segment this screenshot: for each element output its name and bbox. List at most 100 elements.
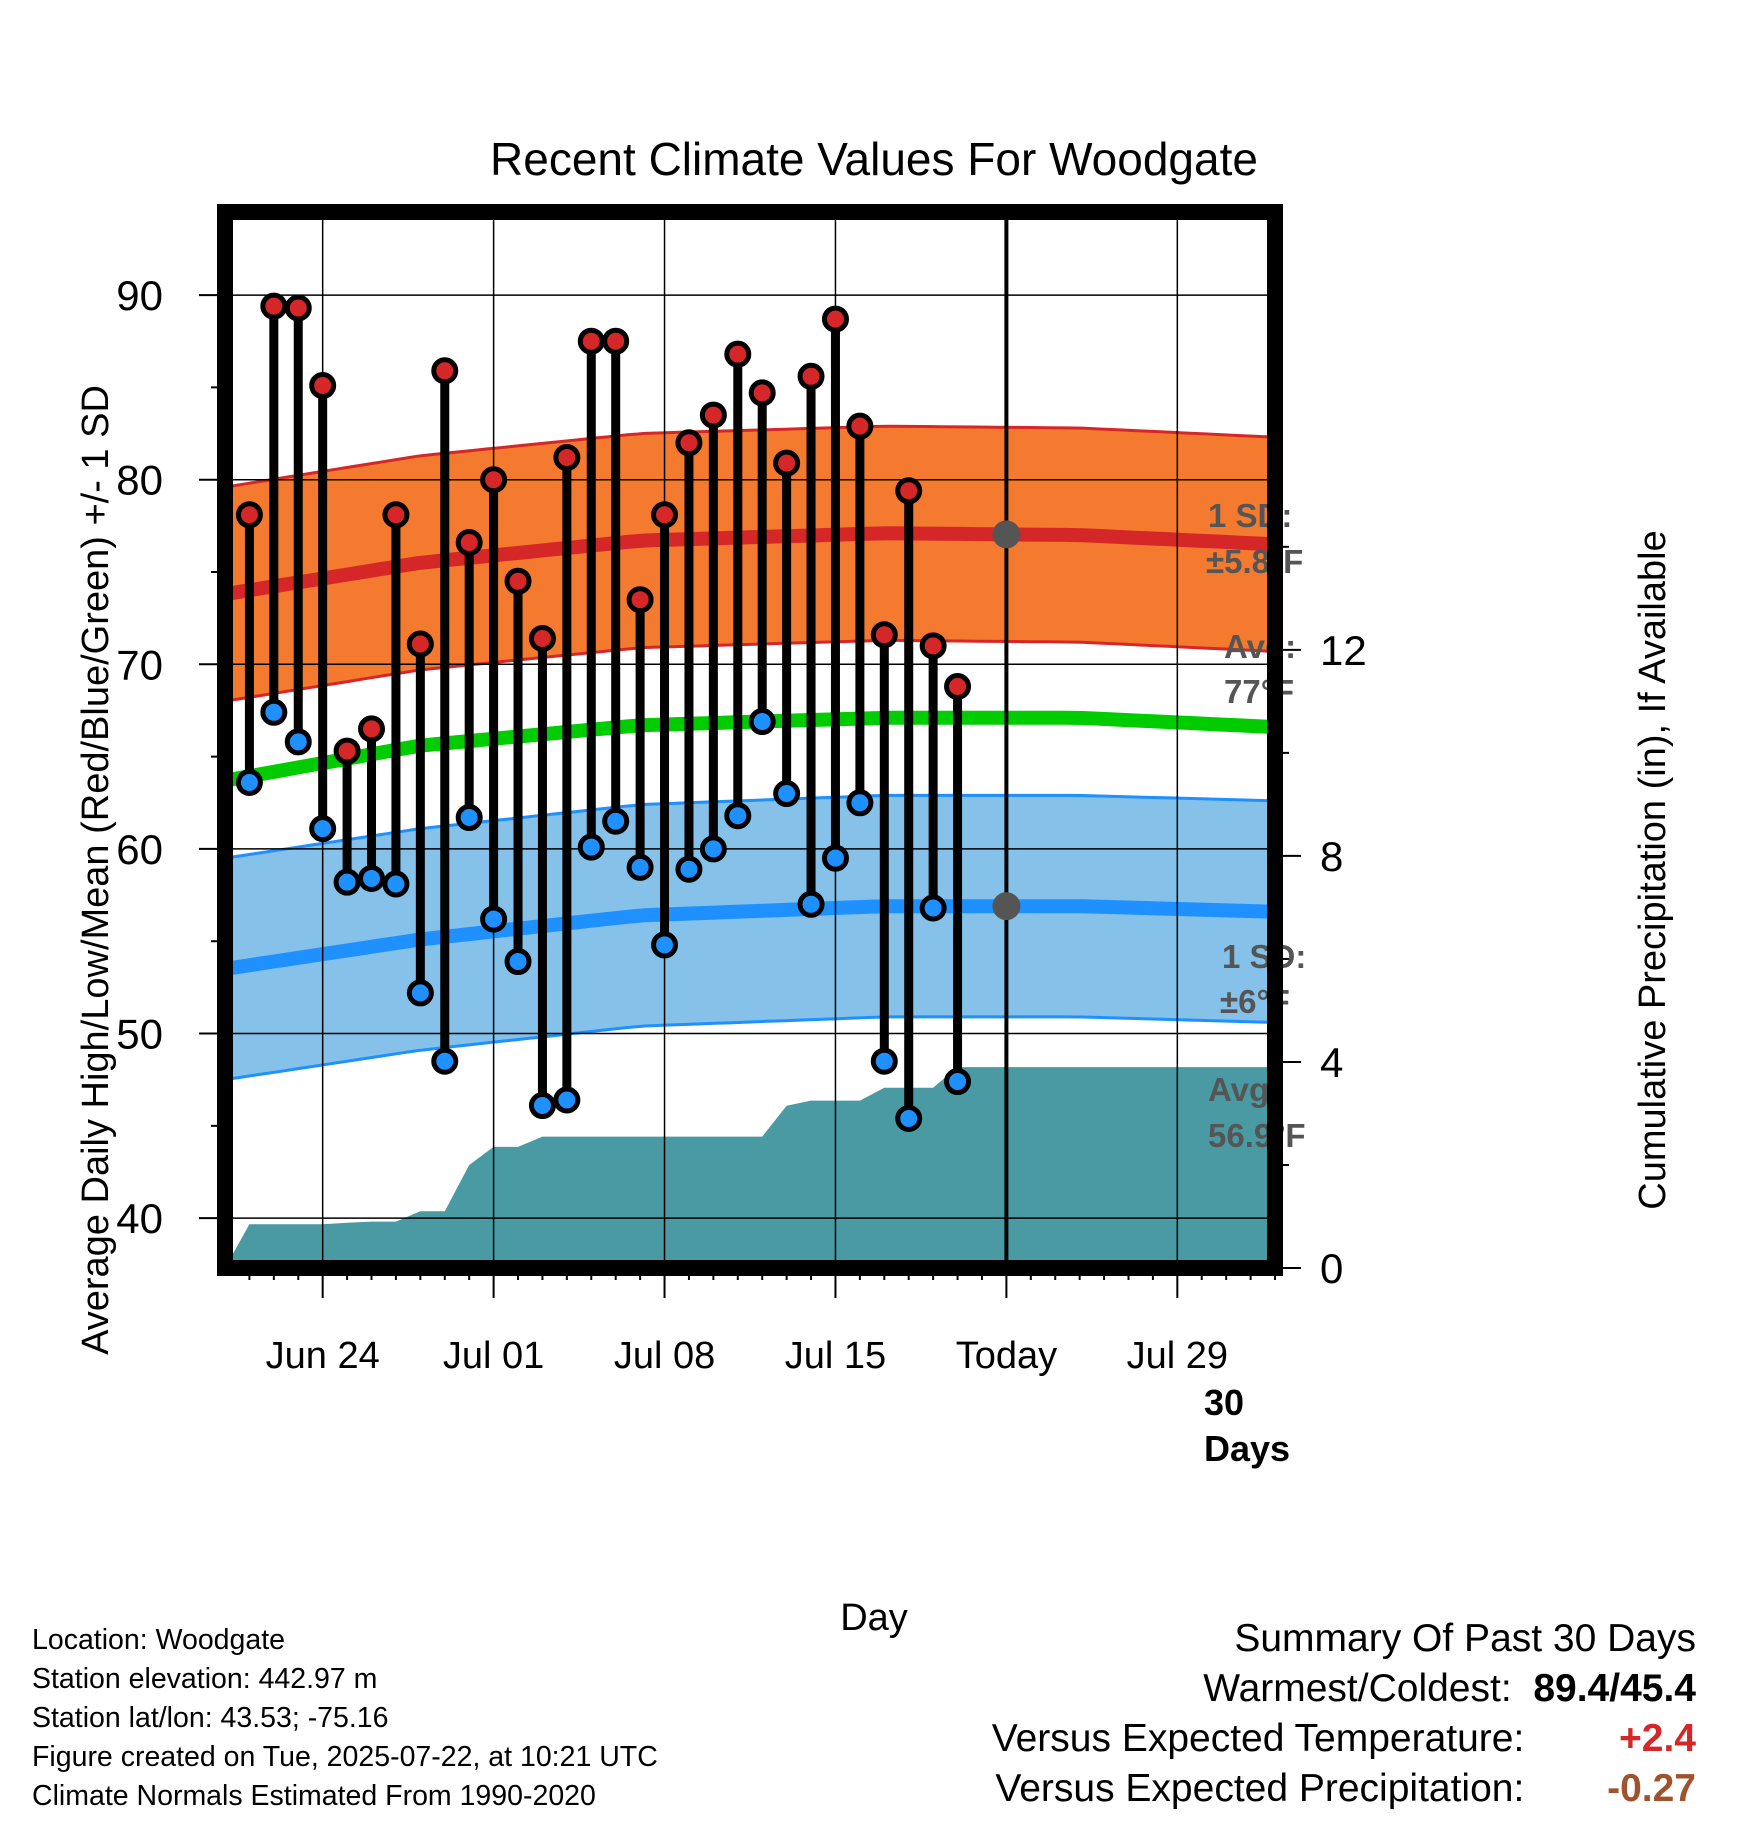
location-text: Location: Woodgate	[32, 1624, 285, 1656]
summary-panel: Summary Of Past 30 Days Warmest/Coldest:…	[992, 1614, 1696, 1814]
high-temp-point	[528, 624, 556, 652]
low-temp-point	[309, 815, 337, 843]
low-temp-point	[699, 835, 727, 863]
low-temp-point	[846, 789, 874, 817]
low-temp-point	[602, 807, 630, 835]
high-temp-point	[504, 567, 532, 595]
low-normal-band-lower-edge	[225, 1015, 1275, 1082]
latlon-text: Station lat/lon: 43.53; -75.16	[32, 1702, 389, 1734]
high-temp-point	[748, 379, 776, 407]
low-temp-point	[284, 728, 312, 756]
period-days-number: 30	[1204, 1382, 1244, 1423]
high-sd-value: ±5.8°F	[1206, 543, 1303, 580]
y-tick-label: 50	[116, 1011, 163, 1058]
high-temp-point	[480, 466, 508, 494]
high-temp-point	[382, 501, 410, 529]
high-temp-point	[333, 737, 361, 765]
high-temp-point	[919, 632, 947, 660]
low-temp-point	[235, 768, 263, 796]
high-temp-point	[602, 327, 630, 355]
low-temp-point	[748, 708, 776, 736]
x-tick-label: Jul 01	[443, 1335, 544, 1377]
y2-axis-label: Cumulative Precipitation (in), If Availa…	[1632, 530, 1674, 1209]
low-temp-point	[455, 804, 483, 832]
elevation-text: Station elevation: 442.97 m	[32, 1663, 378, 1695]
low-temp-point	[895, 1104, 923, 1132]
y-tick-label: 60	[116, 826, 163, 873]
temp-departure-value: +2.4	[1619, 1717, 1696, 1760]
station-info: Location: Woodgate Station elevation: 44…	[32, 1621, 658, 1816]
low-temp-point	[260, 698, 288, 726]
y2-tick-label: 8	[1320, 833, 1343, 880]
x-tick-label: Jul 15	[785, 1335, 886, 1377]
temp-departure-row: Versus Expected Temperature: +2.4	[992, 1714, 1696, 1764]
y2-tick-label: 12	[1320, 627, 1367, 674]
summary-title: Summary Of Past 30 Days	[1234, 1617, 1696, 1660]
y-tick-label: 90	[116, 272, 163, 319]
y2-tick-label: 0	[1320, 1245, 1343, 1292]
low-temp-point	[333, 868, 361, 896]
high-temp-point	[821, 305, 849, 333]
high-temp-point	[553, 444, 581, 472]
normals-text: Climate Normals Estimated From 1990-2020	[32, 1780, 596, 1812]
low-temp-point	[944, 1068, 972, 1096]
low-temp-point	[504, 948, 532, 976]
high-temp-point	[455, 528, 483, 556]
precip-departure-row: Versus Expected Precipitation: -0.27	[992, 1764, 1696, 1814]
y-tick-label: 40	[116, 1195, 163, 1242]
y2-tick-label: 4	[1320, 1039, 1343, 1086]
high-temp-point	[358, 715, 386, 743]
high-temp-point	[577, 327, 605, 355]
high-temp-point	[797, 362, 825, 390]
today-high-normal-marker	[992, 520, 1021, 549]
high-temp-point	[626, 586, 654, 614]
low-temp-point	[773, 780, 801, 808]
high-temp-point	[773, 449, 801, 477]
low-temp-point	[406, 979, 434, 1007]
low-temp-point	[870, 1047, 898, 1075]
high-temp-point	[895, 477, 923, 505]
high-temp-point	[235, 501, 263, 529]
low-temp-point	[919, 894, 947, 922]
y-axis-label: Average Daily High/Low/Mean (Red/Blue/Gr…	[75, 385, 117, 1355]
high-temp-point	[406, 630, 434, 658]
high-temp-point	[431, 357, 459, 385]
precip-departure-value: -0.27	[1607, 1767, 1696, 1810]
low-avg-value: 56.9°F	[1208, 1117, 1306, 1154]
x-tick-label: Jun 24	[266, 1335, 380, 1377]
x-tick-label: Jul 29	[1127, 1335, 1228, 1377]
high-temp-point	[675, 429, 703, 457]
temp-departure-label: Versus Expected Temperature:	[991, 1717, 1525, 1760]
precip-area	[225, 1067, 1275, 1268]
low-normal-band	[225, 795, 1275, 1080]
x-tick-label: Jul 08	[614, 1335, 715, 1377]
y-tick-label: 80	[116, 457, 163, 504]
high-temp-point	[846, 412, 874, 440]
precip-departure-label: Versus Expected Precipitation:	[995, 1767, 1525, 1810]
plot-content	[225, 424, 1275, 1268]
low-temp-point	[797, 890, 825, 918]
low-temp-point	[431, 1047, 459, 1075]
plot-frame	[217, 204, 1283, 1276]
low-temp-point	[821, 844, 849, 872]
high-temp-point	[260, 292, 288, 320]
x-axis-label: Day	[840, 1597, 908, 1639]
low-sd-label: 1 SD:	[1222, 938, 1306, 975]
low-temp-point	[480, 905, 508, 933]
low-temp-point	[675, 855, 703, 883]
high-avg-label: Avg:	[1224, 628, 1296, 665]
chart-title: Recent Climate Values For Woodgate	[490, 133, 1258, 185]
low-temp-point	[724, 802, 752, 830]
low-temp-point	[358, 864, 386, 892]
high-normal-band-upper-edge	[225, 424, 1275, 489]
warmest-coldest-value: 89.4/45.4	[1533, 1667, 1696, 1710]
low-temp-point	[528, 1092, 556, 1120]
today-low-normal-marker	[992, 892, 1021, 921]
low-temp-point	[577, 833, 605, 861]
x-tick-label: Today	[956, 1335, 1057, 1377]
low-temp-point	[382, 870, 410, 898]
high-avg-value: 77°F	[1224, 673, 1294, 710]
warmest-coldest-row: Warmest/Coldest: 89.4/45.4	[992, 1664, 1696, 1714]
